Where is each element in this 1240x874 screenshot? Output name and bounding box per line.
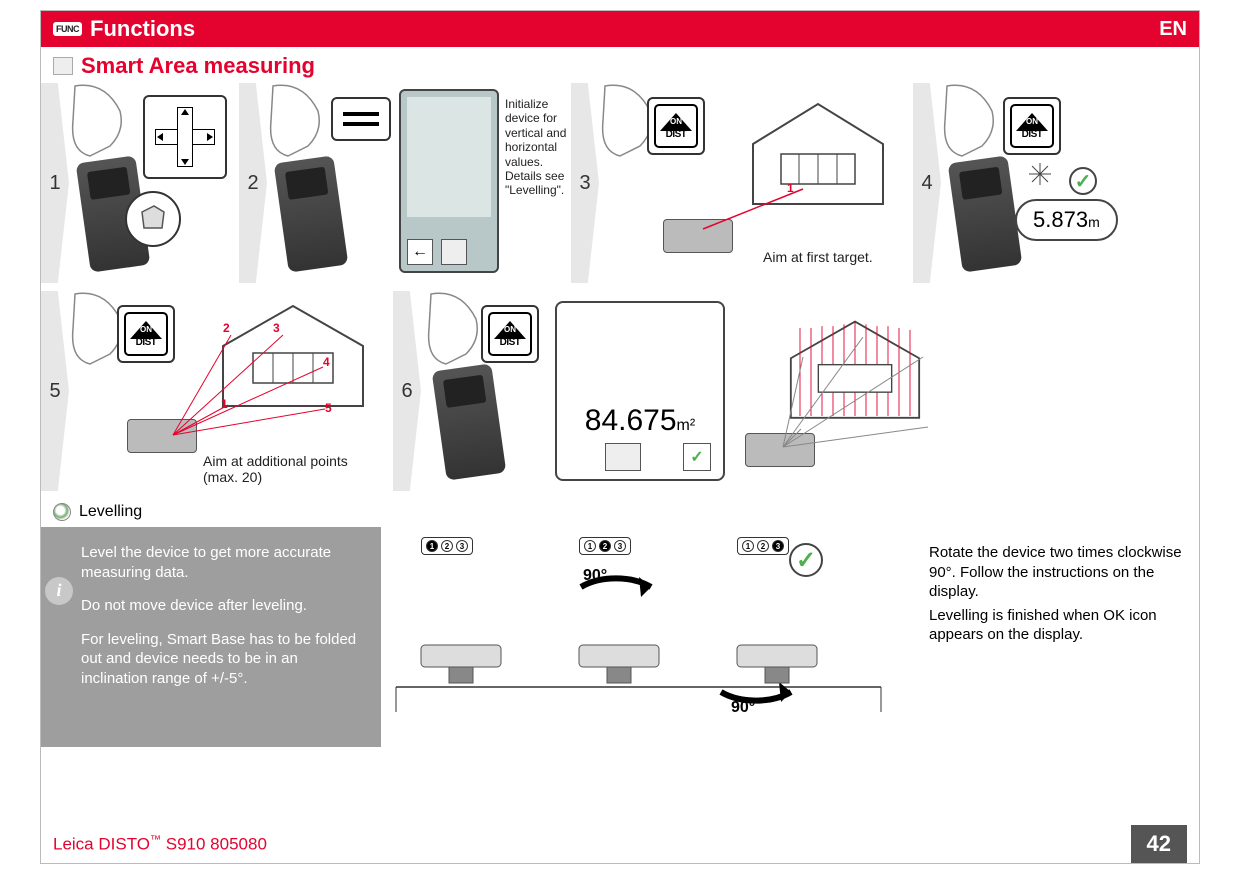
device-pose-1 (411, 637, 511, 687)
on-dist-button: DIST (1003, 97, 1061, 155)
page-footer: Leica DISTO™ S910 805080 42 (41, 825, 1199, 863)
laser-lines (153, 317, 353, 447)
step-2-note: Initialize device for vertical and horiz… (505, 97, 569, 198)
step-3: DIST 1 Aim at first target. (599, 83, 913, 283)
marker-4: 4 (323, 355, 330, 369)
step-3-caption: Aim at first target. (763, 249, 873, 265)
levelling-icon (53, 503, 71, 521)
levelling-row: i Level the device to get more accurate … (41, 527, 1199, 747)
info-paragraph-1: Level the device to get more accurate me… (81, 543, 365, 582)
device-pose-3 (727, 637, 827, 687)
on-dist-button: DIST (481, 305, 539, 363)
manual-page: FUNC Functions EN Smart Area measuring 1 (40, 10, 1200, 864)
shape-icon (605, 443, 641, 471)
marker-2: 2 (223, 321, 230, 335)
marker-5: 5 (325, 401, 332, 415)
dpad-icon (155, 107, 215, 167)
step-number-6: 6 (393, 291, 421, 491)
info-icon: i (45, 577, 73, 605)
page-header: FUNC Functions EN (41, 11, 1199, 47)
step-6: DIST 84.675m² ✓ (421, 291, 1199, 491)
levelling-info-box: i Level the device to get more accurate … (41, 527, 381, 747)
steps-row-1: 1 (41, 83, 1199, 283)
smart-area-icon (53, 57, 73, 75)
hand-icon (263, 81, 333, 161)
result-unit: m (1088, 214, 1100, 230)
page-number: 42 (1131, 825, 1187, 863)
info-paragraph-3: For leveling, Smart Base has to be folde… (81, 630, 365, 689)
back-icon: ← (407, 239, 433, 265)
step-5: DIST (69, 291, 393, 491)
menu-lines-icon (331, 97, 391, 141)
step-4: DIST 5.873m ✓ (941, 83, 1199, 283)
section-heading: Smart Area measuring (53, 53, 315, 79)
marker-3: 3 (273, 321, 280, 335)
result-value: 5.873 (1033, 207, 1088, 232)
measurement-result: 5.873m (1015, 199, 1118, 241)
area-value: 84.675 (585, 404, 677, 437)
levelling-ok-icon: ✓ (789, 543, 823, 577)
level-icon (441, 239, 467, 265)
header-title: Functions (90, 16, 195, 42)
levelling-instruction-2: Levelling is finished when OK icon appea… (929, 606, 1189, 645)
hand-icon (937, 81, 1007, 161)
laser-line (693, 179, 813, 239)
info-paragraph-2: Do not move device after leveling. (81, 596, 365, 616)
step-1 (69, 83, 239, 283)
steps-row-2: 5 DIST (41, 291, 1199, 491)
levelling-instruction-1: Rotate the device two times clockwise 90… (929, 543, 1189, 602)
sparkle-icon (1025, 159, 1055, 189)
step-2: ← Initialize device for vertical and hor… (267, 83, 571, 283)
language-indicator: EN (1159, 18, 1187, 41)
angle-label-2: 90° (731, 699, 755, 717)
levelling-heading: Levelling (53, 503, 142, 521)
device-screen: ← (399, 89, 499, 273)
ok-icon: ✓ (683, 443, 711, 471)
device-pose-2 (569, 637, 669, 687)
area-unit: m² (677, 417, 696, 434)
step-5-caption: Aim at additional points (max. 20) (203, 453, 383, 485)
section-title-text: Smart Area measuring (81, 53, 315, 79)
angle-label-1: 90° (583, 567, 607, 585)
product-name: Leica DISTO™ S910 805080 (53, 834, 267, 855)
laser-fan (773, 337, 953, 457)
levelling-illustration: 1 2 3 1 2 3 1 2 3 (391, 527, 909, 747)
func-badge: FUNC (53, 22, 82, 36)
levelling-title: Levelling (79, 503, 142, 521)
marker-1: 1 (221, 397, 228, 411)
levelling-right-text: Rotate the device two times clockwise 90… (919, 527, 1199, 747)
result-screen: 84.675m² ✓ (555, 301, 725, 481)
target-marker-1: 1 (787, 181, 794, 195)
hand-icon (65, 81, 135, 161)
on-dist-button: DIST (647, 97, 705, 155)
shape-preview-icon (125, 191, 181, 247)
check-icon: ✓ (1069, 167, 1097, 195)
dpad-bubble (143, 95, 227, 179)
